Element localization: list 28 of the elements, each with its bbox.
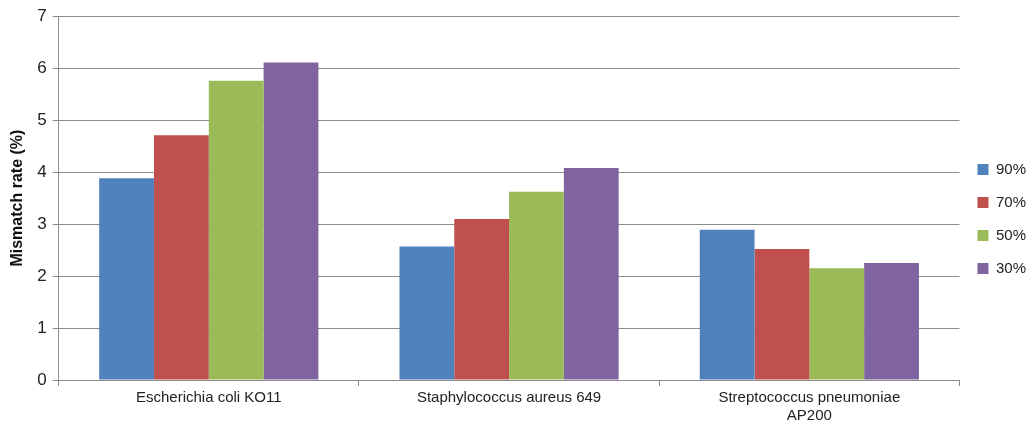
y-tick-label: 3 [37, 213, 47, 233]
y-tick-label: 6 [37, 57, 47, 77]
legend-label: 50% [995, 225, 1027, 243]
bar [699, 229, 755, 380]
legend-label: 30% [995, 258, 1027, 276]
bar [399, 246, 455, 380]
bar [208, 80, 264, 380]
bar [263, 62, 319, 380]
bar [809, 268, 865, 380]
bar [754, 249, 810, 380]
bar [454, 218, 510, 380]
x-tick-label: Escherichia coli KO11 [135, 388, 282, 406]
y-tick-label: 1 [37, 317, 47, 337]
y-tick-label: 0 [37, 369, 47, 389]
bar [864, 263, 919, 380]
legend-label: 90% [995, 159, 1027, 177]
y-tick-label: 2 [37, 265, 47, 285]
y-axis-title: Mismatch rate (%) [8, 129, 26, 267]
bar [563, 167, 619, 380]
x-tick-label: Staphylococcus aureus 649 [416, 388, 602, 406]
y-tick-label: 5 [37, 109, 47, 129]
x-tick-label: Streptococcus pneumoniae AP200 [718, 388, 901, 424]
y-tick-label: 4 [37, 161, 47, 181]
bar [509, 191, 564, 380]
legend-label: 70% [995, 192, 1027, 210]
bar [99, 178, 154, 380]
bar [153, 135, 209, 380]
y-tick-label: 7 [37, 5, 47, 25]
